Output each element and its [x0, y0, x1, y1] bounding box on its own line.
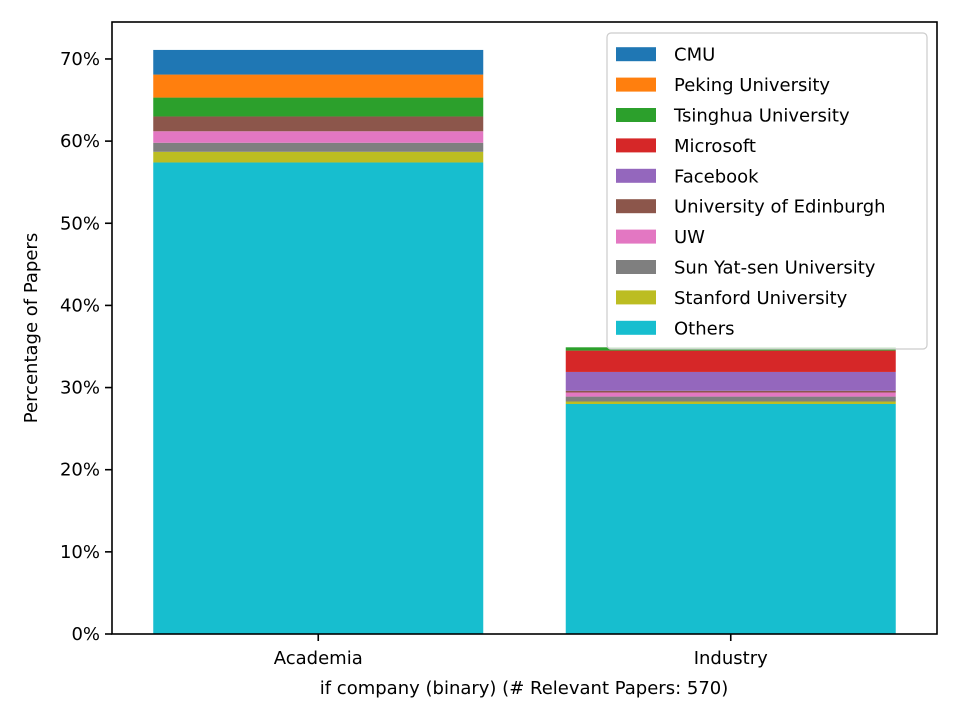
bar-segment-industry-uw: [565, 392, 896, 397]
legend-label-facebook: Facebook: [674, 166, 759, 187]
y-tick-label: 40%: [60, 295, 100, 316]
legend-label-stanford-university: Stanford University: [674, 288, 848, 309]
bar-segment-academia-cmu: [153, 49, 484, 75]
legend-swatch-microsoft: [616, 138, 656, 153]
bar-segment-academia-stanford-university: [153, 151, 484, 163]
legend-label-cmu: CMU: [674, 45, 715, 66]
legend-label-microsoft: Microsoft: [674, 136, 756, 157]
legend-swatch-uw: [616, 229, 656, 244]
y-tick-label: 0%: [71, 624, 100, 645]
x-axis-label: if company (binary) (# Relevant Papers: …: [320, 678, 729, 699]
bar-segment-industry-sun-yat-sen-university: [565, 396, 896, 402]
bar-segment-industry-university-of-edinburgh: [565, 390, 896, 393]
bar-segment-industry-facebook: [565, 371, 896, 391]
bars-layer: [153, 49, 896, 635]
legend-swatch-facebook: [616, 168, 656, 183]
bar-segment-academia-university-of-edinburgh: [153, 116, 484, 132]
legend-swatch-stanford-university: [616, 290, 656, 305]
legend-label-sun-yat-sen-university: Sun Yat-sen University: [674, 258, 876, 279]
legend-swatch-tsinghua-university: [616, 108, 656, 122]
bar-segment-academia-uw: [153, 131, 484, 143]
legend-label-uw: UW: [674, 227, 705, 248]
y-tick-label: 70%: [60, 49, 100, 70]
y-tick-label: 60%: [60, 131, 100, 152]
bar-segment-industry-microsoft: [565, 350, 896, 372]
legend-label-tsinghua-university: Tsinghua University: [673, 106, 850, 127]
plot-frame: [111, 21, 938, 635]
legend-box: [606, 32, 928, 350]
legend-swatch-university-of-edinburgh: [616, 199, 656, 214]
bar-segment-industry-stanford-university: [565, 401, 896, 404]
bar-segment-industry-others: [565, 403, 896, 634]
axes-layer: 0% 10% 20% 30% 40% 50% 60% 70% Academia Industry: [60, 21, 938, 669]
y-axis-label: Percentage of Papers: [21, 233, 42, 423]
bar-segment-academia-others: [153, 162, 484, 635]
legend-label-others: Others: [674, 318, 735, 339]
bar-segment-academia-peking-university: [153, 74, 484, 98]
y-tick-label: 10%: [60, 542, 100, 563]
legend-swatch-others: [616, 320, 656, 335]
legend-label-peking-university: Peking University: [674, 75, 830, 96]
y-tick-label: 30%: [60, 378, 100, 399]
legend-swatch-peking-university: [616, 77, 656, 92]
bar-segment-academia-sun-yat-sen-university: [153, 142, 484, 152]
x-tick-label: Industry: [694, 648, 768, 669]
x-tick-label: Academia: [274, 648, 363, 669]
bar-segment-academia-tsinghua-university: [153, 97, 484, 117]
y-tick-label: 20%: [60, 460, 100, 481]
legend-label-university-of-edinburgh: University of Edinburgh: [674, 197, 886, 218]
legend: CMU Peking University Tsinghua University M…: [606, 32, 928, 350]
legend-swatch-sun-yat-sen-university: [616, 260, 656, 274]
y-tick-label: 50%: [60, 213, 100, 234]
legend-swatch-cmu: [616, 47, 656, 62]
